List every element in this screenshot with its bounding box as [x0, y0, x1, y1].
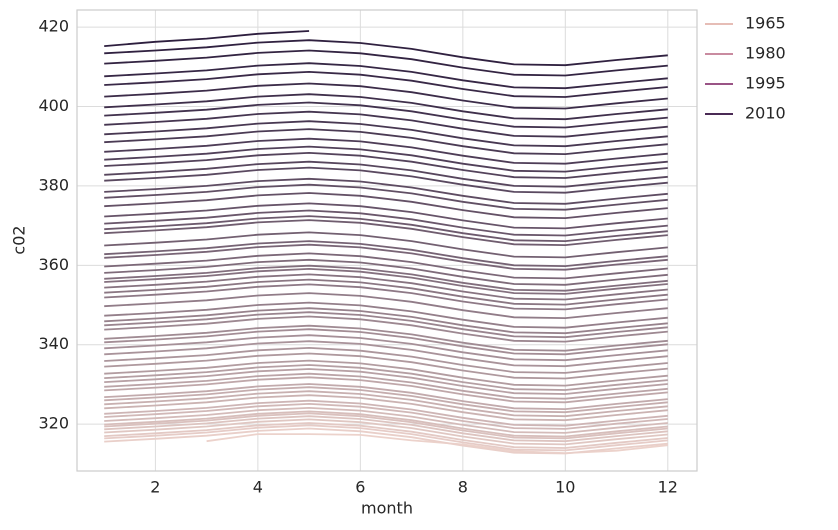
- series-line: [104, 110, 668, 138]
- series-line: [104, 372, 668, 400]
- series-line: [104, 231, 668, 259]
- series-line: [104, 268, 668, 295]
- series-line: [104, 215, 668, 242]
- series-line: [104, 137, 668, 165]
- legend-label: 1980: [745, 44, 786, 63]
- series-line: [104, 334, 668, 362]
- series-line: [104, 359, 668, 387]
- series-line: [104, 209, 668, 237]
- legend-label: 1965: [745, 14, 786, 33]
- series-line: [104, 399, 668, 427]
- series-line: [104, 394, 668, 422]
- series-line: [104, 403, 668, 430]
- series-line: [104, 177, 668, 205]
- series-line: [104, 340, 668, 368]
- series-line: [104, 364, 668, 391]
- series-line: [104, 166, 668, 194]
- series-line: [104, 352, 668, 380]
- series-line: [104, 301, 668, 329]
- series-line: [104, 240, 668, 267]
- x-axis-label: month: [361, 499, 413, 518]
- legend-label: 2010: [745, 104, 786, 123]
- y-tick-label: 400: [38, 96, 69, 115]
- y-tick-label: 360: [38, 255, 69, 274]
- series-line: [104, 30, 310, 47]
- series-line: [104, 49, 668, 77]
- series-line: [104, 71, 668, 98]
- series-line: [104, 258, 668, 286]
- series-line: [206, 433, 668, 454]
- series-line: [104, 183, 668, 211]
- series-line: [104, 128, 668, 155]
- series-line: [104, 292, 668, 319]
- series-line: [104, 252, 668, 280]
- series-line: [104, 120, 668, 148]
- series-line: [104, 424, 668, 452]
- series-line: [104, 192, 668, 219]
- series-line: [104, 427, 668, 455]
- series-line: [104, 101, 668, 129]
- y-tick-label: 320: [38, 414, 69, 433]
- x-tick-label: 2: [150, 478, 160, 497]
- series-line: [104, 243, 668, 271]
- series-line: [104, 307, 668, 335]
- series-line: [104, 93, 668, 121]
- series-line: [104, 311, 668, 339]
- series-line: [104, 82, 668, 110]
- series-line: [104, 376, 668, 404]
- series-line: [104, 328, 668, 356]
- series-line: [104, 264, 668, 292]
- plot-frame: [76, 9, 698, 472]
- series-line: [104, 315, 668, 343]
- series-line: [104, 283, 668, 311]
- y-tick-label: 340: [38, 334, 69, 353]
- series-line: [104, 152, 668, 179]
- series-line: [104, 62, 668, 90]
- series-line: [104, 219, 668, 246]
- series-line: [104, 324, 668, 352]
- series-line: [104, 368, 668, 395]
- y-tick-label: 420: [38, 17, 69, 36]
- series-line: [104, 278, 668, 306]
- series-line: [104, 160, 668, 188]
- x-tick-label: 6: [355, 478, 365, 497]
- series-line: [104, 386, 668, 414]
- x-tick-label: 10: [555, 478, 575, 497]
- series-line: [104, 390, 668, 418]
- series-line: [104, 383, 668, 410]
- series-line: [104, 145, 668, 173]
- series-line: [104, 407, 668, 434]
- series-line: [104, 347, 668, 374]
- x-tick-label: 12: [658, 478, 678, 497]
- legend-label: 1995: [745, 74, 786, 93]
- series-line: [104, 418, 668, 446]
- series-line: [104, 412, 668, 440]
- y-tick-label: 380: [38, 175, 69, 194]
- series-line: [104, 422, 668, 449]
- series-line: [104, 202, 668, 230]
- series-line: [104, 273, 668, 301]
- x-tick-label: 8: [458, 478, 468, 497]
- y-axis-label: c02: [10, 225, 29, 254]
- x-tick-label: 4: [253, 478, 263, 497]
- series-line: [104, 39, 668, 67]
- series-line: [104, 410, 668, 438]
- series-line: [104, 415, 668, 443]
